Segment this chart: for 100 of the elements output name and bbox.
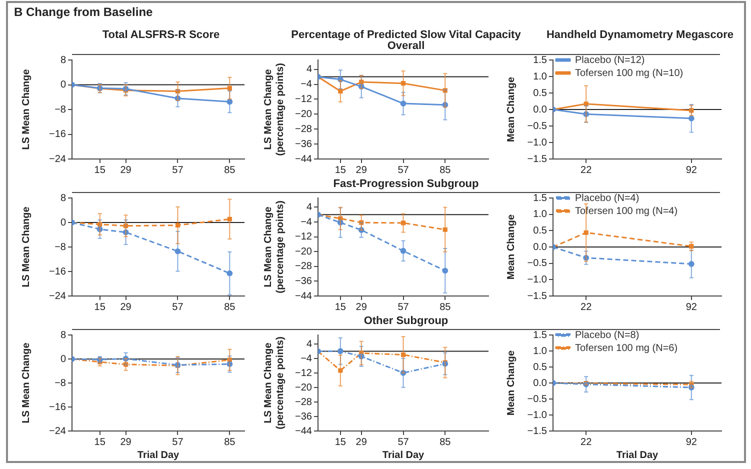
chart-title: Percentage of Predicted Slow Vital Capacity xyxy=(291,29,521,41)
y-axis-title: LS Mean Change (percentage points) xyxy=(262,336,286,430)
x-tick-label: 22 xyxy=(580,302,592,313)
y-tick-label: 0 xyxy=(60,354,66,365)
y-tick-label: −1.5 xyxy=(527,154,548,165)
y-tick-label: −20 xyxy=(295,246,312,258)
y-tick-label: −36 xyxy=(295,138,312,150)
y-tick-label: −36 xyxy=(295,276,312,287)
x-tick-label: 57 xyxy=(172,302,184,313)
x-tick-label: 92 xyxy=(686,436,698,448)
y-tick-label: 1.0 xyxy=(533,71,548,82)
y-tick-label: −24 xyxy=(49,154,66,165)
y-tick-label: −44 xyxy=(295,154,312,165)
x-tick-label: 85 xyxy=(224,436,236,448)
legend-label: Placebo (N=4) xyxy=(575,192,640,204)
x-tick-label: 29 xyxy=(356,302,368,313)
y-tick-label: −28 xyxy=(295,396,312,408)
x-tick-label: 57 xyxy=(398,436,410,448)
x-tick-label: 92 xyxy=(686,164,698,176)
y-tick-label: 0.0 xyxy=(533,378,548,389)
y-tick-label: 0.0 xyxy=(533,104,548,116)
y-tick-label: −1.5 xyxy=(527,426,548,437)
y-axis-title: Mean Change xyxy=(506,350,517,416)
y-tick-label: −4 xyxy=(300,353,312,364)
y-tick-label: 1.5 xyxy=(533,330,548,341)
y-tick-label: 4 xyxy=(306,202,312,213)
y-tick-label: −4 xyxy=(300,79,312,90)
x-axis-title: Trial Day xyxy=(616,450,659,461)
x-tick-label: 15 xyxy=(94,302,106,313)
y-tick-label: −0.5 xyxy=(527,120,548,132)
y-tick-label: −16 xyxy=(49,129,66,140)
x-tick-label: 22 xyxy=(580,436,592,448)
y-axis-title: LS Mean Change (percentage points) xyxy=(262,200,286,294)
x-tick-label: 29 xyxy=(356,436,368,448)
x-tick-label: 22 xyxy=(580,164,592,176)
x-tick-label: 57 xyxy=(172,164,184,176)
y-tick-label: 8 xyxy=(60,192,66,204)
x-tick-label: 57 xyxy=(398,164,410,176)
y-axis-title: LS Mean Change xyxy=(20,206,32,288)
chart-title: Handheld Dynamometry Megascore xyxy=(546,29,734,41)
text: B Change from Baseline xyxy=(14,5,153,19)
y-tick-label: −8 xyxy=(54,378,66,389)
y-tick-label: −1.0 xyxy=(527,274,548,286)
y-tick-label: 8 xyxy=(60,330,66,341)
legend-label: Placebo (N=8) xyxy=(575,330,640,341)
y-axis-title: LS Mean Change xyxy=(20,342,32,424)
x-tick-label: 85 xyxy=(440,302,452,313)
y-tick-label: 1.5 xyxy=(533,54,548,66)
legend-label: Tofersen 100 mg (N=10) xyxy=(575,68,684,79)
y-tick-label: −44 xyxy=(295,426,312,437)
x-tick-label: 15 xyxy=(94,436,106,448)
chart-subtitle: Fast-Progression Subgroup xyxy=(332,178,480,190)
chart-subtitle: Other Subgroup xyxy=(362,315,450,327)
y-tick-label: −36 xyxy=(295,411,312,422)
y-tick-label: 4 xyxy=(306,64,312,76)
x-tick-label: 85 xyxy=(224,302,236,313)
x-tick-label: 92 xyxy=(686,302,698,313)
y-tick-label: −20 xyxy=(295,108,312,120)
x-tick-label: 29 xyxy=(120,302,132,313)
y-tick-label: 0.5 xyxy=(533,88,548,99)
x-tick-label: 15 xyxy=(334,436,346,448)
y-tick-label: 0 xyxy=(60,80,66,90)
y-axis-title: LS Mean Change (percentage points) xyxy=(262,63,286,156)
y-tick-label: −28 xyxy=(295,261,312,272)
y-tick-label: −44 xyxy=(295,290,312,302)
legend-label: Placebo (N=12) xyxy=(575,54,645,66)
y-tick-label: −8 xyxy=(54,242,66,253)
y-tick-label: −12 xyxy=(295,232,312,243)
y-tick-label: 8 xyxy=(60,54,66,66)
x-tick-label: 57 xyxy=(172,436,184,448)
y-tick-label: −24 xyxy=(49,290,66,302)
x-tick-label: 15 xyxy=(94,164,106,176)
y-tick-label: 0.5 xyxy=(533,225,548,236)
y-tick-label: −28 xyxy=(295,124,312,135)
chart-subtitle: Overall xyxy=(386,40,426,52)
x-tick-label: 57 xyxy=(398,302,410,313)
y-tick-label: 1.5 xyxy=(533,192,548,204)
y-tick-label: 1.0 xyxy=(533,346,548,357)
x-tick-label: 29 xyxy=(120,164,132,176)
x-axis-title: Trial Day xyxy=(382,450,425,461)
y-axis-title: Mean Change xyxy=(506,214,517,280)
y-tick-label: −4 xyxy=(300,216,312,228)
legend-label: Tofersen 100 mg (N=6) xyxy=(575,342,678,354)
y-tick-label: 0.0 xyxy=(533,242,548,253)
y-tick-label: −1.0 xyxy=(527,410,548,421)
y-tick-label: −1.5 xyxy=(527,290,548,302)
y-tick-label: 0.5 xyxy=(533,362,548,373)
x-tick-label: 29 xyxy=(356,164,368,176)
y-tick-label: −12 xyxy=(295,94,312,105)
x-tick-label: 15 xyxy=(334,302,346,313)
x-tick-label: 15 xyxy=(334,164,346,176)
x-tick-label: 85 xyxy=(224,164,236,176)
y-tick-label: −1.0 xyxy=(527,137,548,148)
y-tick-label: −16 xyxy=(49,402,66,413)
y-tick-label: 0 xyxy=(60,217,66,228)
y-tick-label: −16 xyxy=(49,266,66,278)
y-tick-label: −0.5 xyxy=(527,394,548,405)
x-axis-title: Trial Day xyxy=(137,450,180,461)
y-tick-label: −20 xyxy=(295,382,312,394)
y-tick-label: −24 xyxy=(49,426,66,437)
